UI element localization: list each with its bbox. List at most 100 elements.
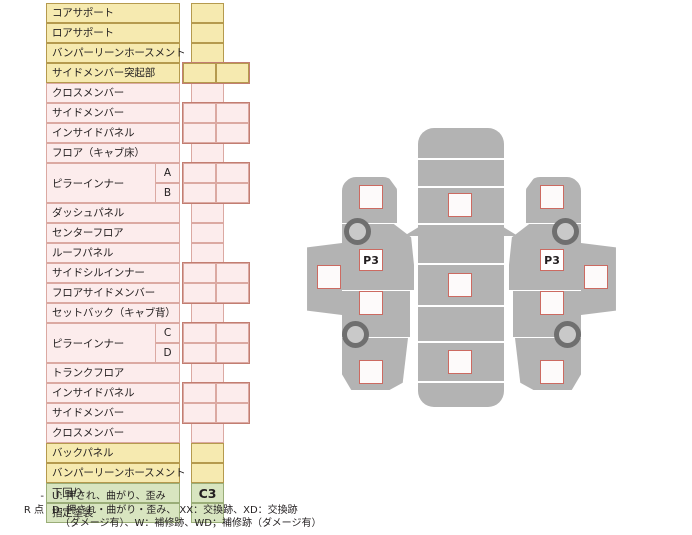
- left-front-wheel-icon: [344, 218, 371, 245]
- value-cell[interactable]: [191, 303, 224, 323]
- value-cell[interactable]: [191, 203, 224, 223]
- legend-row-1: - U: 押され、曲がり、歪み: [0, 490, 400, 504]
- marker-left-upper[interactable]: [359, 185, 383, 209]
- table-row: 指定塗装: [46, 503, 180, 523]
- marker-center-front[interactable]: [448, 193, 472, 217]
- row-label: 指定塗装: [46, 503, 180, 523]
- value-cell-right[interactable]: [216, 183, 249, 203]
- center-body-rear-segment: [418, 307, 504, 341]
- legend-value-d: D: 押され・曲がり・歪み、 XX：交換跡、XD：交換跡: [52, 504, 298, 516]
- table-row: ロアサポート: [46, 23, 180, 43]
- value-cell-left[interactable]: [183, 123, 216, 143]
- value-cell[interactable]: [191, 363, 224, 383]
- right-front-wheel-icon: [552, 218, 579, 245]
- center-body-hood-segment: [418, 160, 504, 186]
- marker-right-p3[interactable]: P3: [540, 249, 564, 271]
- row-label: バックパネル: [46, 443, 180, 463]
- legend-row-2-continued: （ダメージ有）、W：補修跡、WD；補修跡（ダメージ有）: [60, 518, 322, 529]
- value-cell-left[interactable]: [183, 183, 216, 203]
- marker-right-rear[interactable]: [540, 360, 564, 384]
- legend-key-dash: -: [40, 491, 44, 502]
- row-label: ダッシュパネル: [46, 203, 180, 223]
- value-cell-left[interactable]: [183, 103, 216, 123]
- marker-left-lower[interactable]: [359, 291, 383, 315]
- left-mirror-flare: [404, 225, 422, 236]
- center-body-roof-segment: [418, 225, 504, 263]
- marker-left-door[interactable]: [317, 265, 341, 289]
- value-cell[interactable]: [191, 43, 224, 63]
- row-label: ロアサポート: [46, 23, 180, 43]
- value-cell-left[interactable]: [183, 343, 216, 363]
- marker-left-p3[interactable]: P3: [359, 249, 383, 271]
- row-label: セットバック（キャブ背）: [46, 303, 180, 323]
- value-cell[interactable]: [191, 243, 224, 263]
- marker-center-middle[interactable]: [448, 273, 472, 297]
- value-cell[interactable]: [191, 223, 224, 243]
- value-cell-left[interactable]: [183, 323, 216, 343]
- row-label: バンパーリーンホースメント: [46, 463, 186, 483]
- center-body-bumper-segment: [418, 383, 504, 407]
- marker-right-upper[interactable]: [540, 185, 564, 209]
- row-label: 下回り: [46, 483, 180, 503]
- table-row: インサイドパネル: [46, 383, 180, 403]
- legend-value-u: U: 押され、曲がり、歪み: [52, 491, 166, 502]
- table-row: サイドシルインナー: [46, 263, 180, 283]
- table-row: センターフロア: [46, 223, 180, 243]
- row-label: サイドメンバー: [46, 103, 180, 123]
- value-cell-right[interactable]: [216, 343, 249, 363]
- value-cell-right[interactable]: [216, 383, 249, 403]
- value-cell[interactable]: [191, 3, 224, 23]
- table-row: インサイドパネル: [46, 123, 180, 143]
- value-cell-right[interactable]: [216, 403, 249, 423]
- row-label-merged: ピラーインナー: [46, 323, 156, 363]
- value-cell[interactable]: [191, 143, 224, 163]
- table-row: B: [46, 183, 180, 203]
- row-label: バンパーリーンホースメント: [46, 43, 186, 63]
- value-cell-left[interactable]: [183, 383, 216, 403]
- table-row: バックパネル: [46, 443, 180, 463]
- table-row: コアサポート: [46, 3, 180, 23]
- value-cell-code[interactable]: C3: [191, 483, 224, 503]
- value-cell-right[interactable]: [216, 123, 249, 143]
- value-cell-right[interactable]: [216, 263, 249, 283]
- row-label: フロアサイドメンバー: [46, 283, 180, 303]
- value-cell-right[interactable]: [216, 103, 249, 123]
- value-cell-left[interactable]: [183, 63, 216, 83]
- marker-left-p3-label: P3: [363, 253, 379, 267]
- marker-center-rear[interactable]: [448, 350, 472, 374]
- value-cell[interactable]: [191, 83, 224, 103]
- value-cell-right[interactable]: [216, 163, 249, 183]
- value-cell[interactable]: [191, 463, 224, 483]
- table-row: A: [46, 163, 180, 183]
- marker-left-rear[interactable]: [359, 360, 383, 384]
- value-cell-right[interactable]: [216, 323, 249, 343]
- right-mirror-flare: [500, 225, 518, 236]
- table-row: ダッシュパネル: [46, 203, 180, 223]
- row-sublabel: C: [156, 323, 180, 343]
- value-cell-left[interactable]: [183, 163, 216, 183]
- marker-right-lower[interactable]: [540, 291, 564, 315]
- value-cell-right[interactable]: [216, 63, 249, 83]
- row-label-merged: ピラーインナー: [46, 163, 156, 203]
- table-row: セットバック（キャブ背）: [46, 303, 180, 323]
- table-row: クロスメンバー: [46, 83, 180, 103]
- left-rear-wheel-icon: [342, 321, 369, 348]
- value-cell-left[interactable]: [183, 403, 216, 423]
- marker-right-p3-label: P3: [544, 253, 560, 267]
- row-label: サイドメンバー突起部: [46, 63, 180, 83]
- value-cell[interactable]: [191, 443, 224, 463]
- row-label: サイドシルインナー: [46, 263, 180, 283]
- row-label: インサイドパネル: [46, 383, 180, 403]
- table-row: D: [46, 343, 180, 363]
- row-label: クロスメンバー: [46, 423, 180, 443]
- value-cell-left[interactable]: [183, 283, 216, 303]
- value-cell-left[interactable]: [183, 263, 216, 283]
- value-cell[interactable]: [191, 23, 224, 43]
- value-cell[interactable]: [191, 503, 224, 523]
- value-cell-right[interactable]: [216, 283, 249, 303]
- marker-right-door[interactable]: [584, 265, 608, 289]
- value-cell[interactable]: [191, 423, 224, 443]
- table-row: フロア（キャブ床）: [46, 143, 180, 163]
- legend: - U: 押され、曲がり、歪み R 点 D: 押され・曲がり・歪み、 XX：交換…: [0, 490, 400, 531]
